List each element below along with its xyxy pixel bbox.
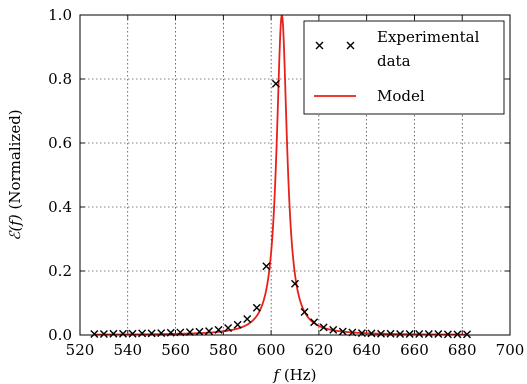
- x-axis-label-variable: f: [272, 366, 281, 384]
- data-point: [367, 329, 376, 338]
- x-tick-label: 600: [257, 341, 286, 359]
- data-point: [319, 323, 328, 332]
- y-axis-ticks: 0.0 0.2 0.4 0.6 0.8 1.0: [48, 6, 510, 344]
- y-tick-label: 0.2: [48, 262, 72, 280]
- data-point: [128, 329, 137, 338]
- data-point: [338, 327, 347, 336]
- legend-box: [303, 20, 505, 115]
- legend-label-model: Model: [377, 87, 425, 105]
- legend-label-experimental-line2: data: [377, 52, 411, 70]
- data-point: [205, 327, 213, 336]
- legend-marker-experimental: [315, 41, 355, 50]
- data-point: [310, 318, 319, 327]
- data-point: [396, 330, 405, 339]
- y-axis-label-unit: (Normalized): [6, 109, 24, 214]
- data-point: [252, 303, 261, 312]
- x-axis-ticks: 520 540 560 580 600 620 640 660 680 700: [66, 15, 525, 359]
- data-point: [300, 307, 309, 316]
- x-axis-label-unit: (Hz): [279, 366, 316, 384]
- data-point: [443, 330, 452, 339]
- data-point: [109, 329, 118, 338]
- data-point: [405, 330, 414, 339]
- y-tick-label: 0.4: [48, 198, 72, 216]
- data-point: [386, 329, 395, 338]
- y-axis-label: ℰ(f) (Normalized): [6, 109, 24, 240]
- data-point: [195, 327, 204, 336]
- data-point: [262, 262, 271, 271]
- x-tick-label: 560: [161, 341, 190, 359]
- data-point: [243, 315, 252, 323]
- data-point: [415, 330, 424, 339]
- x-tick-label: 660: [400, 341, 429, 359]
- legend: Experimental data Model: [303, 20, 505, 115]
- data-point: [271, 79, 280, 88]
- data-point: [214, 325, 223, 334]
- data-point: [463, 330, 471, 339]
- x-tick-label: 520: [66, 341, 95, 359]
- data-point: [138, 329, 147, 338]
- plot-frame: [79, 14, 511, 336]
- data-point: [434, 330, 443, 339]
- data-point: [291, 279, 299, 288]
- data-point: [119, 329, 127, 338]
- y-tick-label: 0.8: [48, 70, 72, 88]
- data-point: [377, 329, 385, 338]
- y-tick-label: 0.6: [48, 134, 72, 152]
- data-point: [233, 320, 242, 329]
- data-point: [424, 330, 433, 339]
- model-curve: [94, 14, 468, 336]
- data-point: [185, 328, 194, 337]
- data-point: [329, 325, 338, 334]
- x-tick-label: 700: [496, 341, 525, 359]
- y-axis-label-variable: ℰ(f): [6, 214, 24, 240]
- data-point: [90, 330, 99, 339]
- x-tick-label: 640: [352, 341, 381, 359]
- data-point: [147, 329, 156, 338]
- data-point: [224, 323, 233, 332]
- x-tick-label: 620: [305, 341, 334, 359]
- legend-label-experimental-line1: Experimental: [377, 28, 480, 46]
- x-tick-label: 680: [448, 341, 477, 359]
- y-tick-label: 1.0: [48, 6, 72, 24]
- x-tick-label: 540: [113, 341, 142, 359]
- y-tick-label: 0.0: [48, 326, 72, 344]
- data-point: [99, 330, 108, 339]
- x-axis-label: f (Hz): [272, 366, 316, 384]
- data-point: [453, 330, 462, 339]
- x-tick-label: 580: [209, 341, 238, 359]
